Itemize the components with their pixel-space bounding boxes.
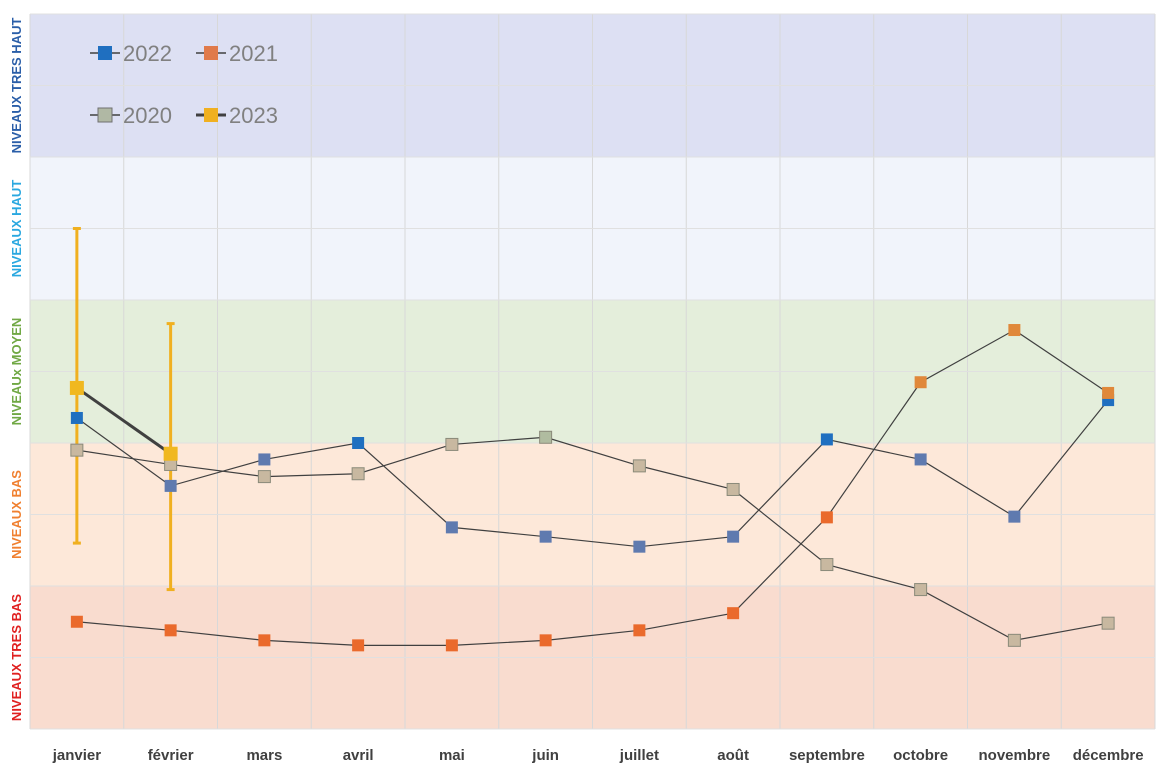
marker-2020-mars xyxy=(257,470,271,484)
marker-2021-juin xyxy=(539,634,552,647)
series-line-2023 xyxy=(76,386,172,455)
marker-2021-janvier xyxy=(70,615,83,628)
legend-item-2020: 2020 xyxy=(90,103,172,128)
marker-2021-juillet xyxy=(633,624,646,637)
band-labels: NIVEAUX TRES BAS NIVEAUX BAS NIVEAUx MOYEN… xyxy=(9,18,24,722)
marker-2020-janvier xyxy=(70,443,84,457)
band-label-2: NIVEAUx MOYEN xyxy=(9,318,24,426)
x-tick-label: juillet xyxy=(619,747,659,764)
marker-2021-septembre xyxy=(820,511,833,524)
band-label-4: NIVEAUX TRES HAUT xyxy=(9,18,24,154)
x-tick-label: février xyxy=(148,747,194,764)
legend-item-2023: 2023 xyxy=(196,103,278,128)
marker-2022-septembre xyxy=(820,433,833,446)
x-tick-label: mai xyxy=(439,747,465,764)
marker-2022-mai xyxy=(445,521,458,534)
marker-2020-mai xyxy=(445,437,459,451)
legend-marker xyxy=(204,46,218,60)
legend-label: 2022 xyxy=(123,41,172,66)
x-tick-label: mars xyxy=(246,747,282,764)
marker-2021-octobre xyxy=(914,376,927,389)
legend-item-2021: 2021 xyxy=(196,41,278,66)
legend-item-2022: 2022 xyxy=(90,41,172,66)
legend-label: 2021 xyxy=(229,41,278,66)
marker-2021-août xyxy=(727,607,740,620)
legend: 2022 2021 2020 2023 xyxy=(90,41,278,128)
gridlines xyxy=(29,13,1156,730)
marker-2021-novembre xyxy=(1008,324,1021,337)
marker-2021-décembre xyxy=(1102,386,1115,399)
marker-2021-mai xyxy=(445,639,458,652)
legend-marker xyxy=(97,107,113,123)
x-tick-label: septembre xyxy=(789,747,865,764)
marker-2022-juin xyxy=(539,530,552,543)
marker-2021-avril xyxy=(352,639,365,652)
marker-2022-août xyxy=(727,530,740,543)
marker-2020-novembre xyxy=(1007,633,1021,647)
legend-marker xyxy=(98,46,112,60)
x-tick-label: décembre xyxy=(1073,747,1144,764)
marker-2020-juillet xyxy=(632,459,646,473)
x-tick-label: janvier xyxy=(52,747,102,764)
marker-2020-juin xyxy=(539,430,553,444)
x-tick-label: octobre xyxy=(893,747,948,764)
marker-2020-septembre xyxy=(820,558,834,572)
marker-2022-novembre xyxy=(1008,510,1021,523)
marker-2022-février xyxy=(164,479,177,492)
band-label-1: NIVEAUX BAS xyxy=(9,470,24,559)
legend-label: 2023 xyxy=(229,103,278,128)
series-lines xyxy=(76,329,1109,646)
series-line-2022 xyxy=(76,399,1109,548)
x-tick-label: août xyxy=(717,747,749,764)
x-tick-label: avril xyxy=(343,747,374,764)
marker-2020-décembre xyxy=(1101,616,1115,630)
marker-2022-octobre xyxy=(914,453,927,466)
x-axis-labels: janvier février mars avril mai juin juillet aoû… xyxy=(52,747,1144,764)
marker-2022-juillet xyxy=(633,540,646,553)
marker-2023-février xyxy=(163,446,178,461)
marker-2020-octobre xyxy=(914,583,928,597)
marker-2021-mars xyxy=(258,634,271,647)
legend-label: 2020 xyxy=(123,103,172,128)
marker-2021-février xyxy=(164,624,177,637)
band-label-3: NIVEAUX HAUT xyxy=(9,180,24,278)
marker-2022-mars xyxy=(258,453,271,466)
series-markers xyxy=(69,324,1115,652)
marker-2022-janvier xyxy=(70,411,83,424)
series-line-2020 xyxy=(76,436,1109,641)
band-label-0: NIVEAUX TRES BAS xyxy=(9,594,24,721)
x-tick-label: novembre xyxy=(979,747,1051,764)
marker-2022-avril xyxy=(352,437,365,449)
marker-2020-avril xyxy=(351,467,365,481)
series-line-2021 xyxy=(76,329,1109,646)
marker-2023-janvier xyxy=(69,380,84,395)
marker-2020-août xyxy=(726,482,740,496)
legend-marker xyxy=(204,108,218,122)
x-tick-label: juin xyxy=(531,747,559,764)
